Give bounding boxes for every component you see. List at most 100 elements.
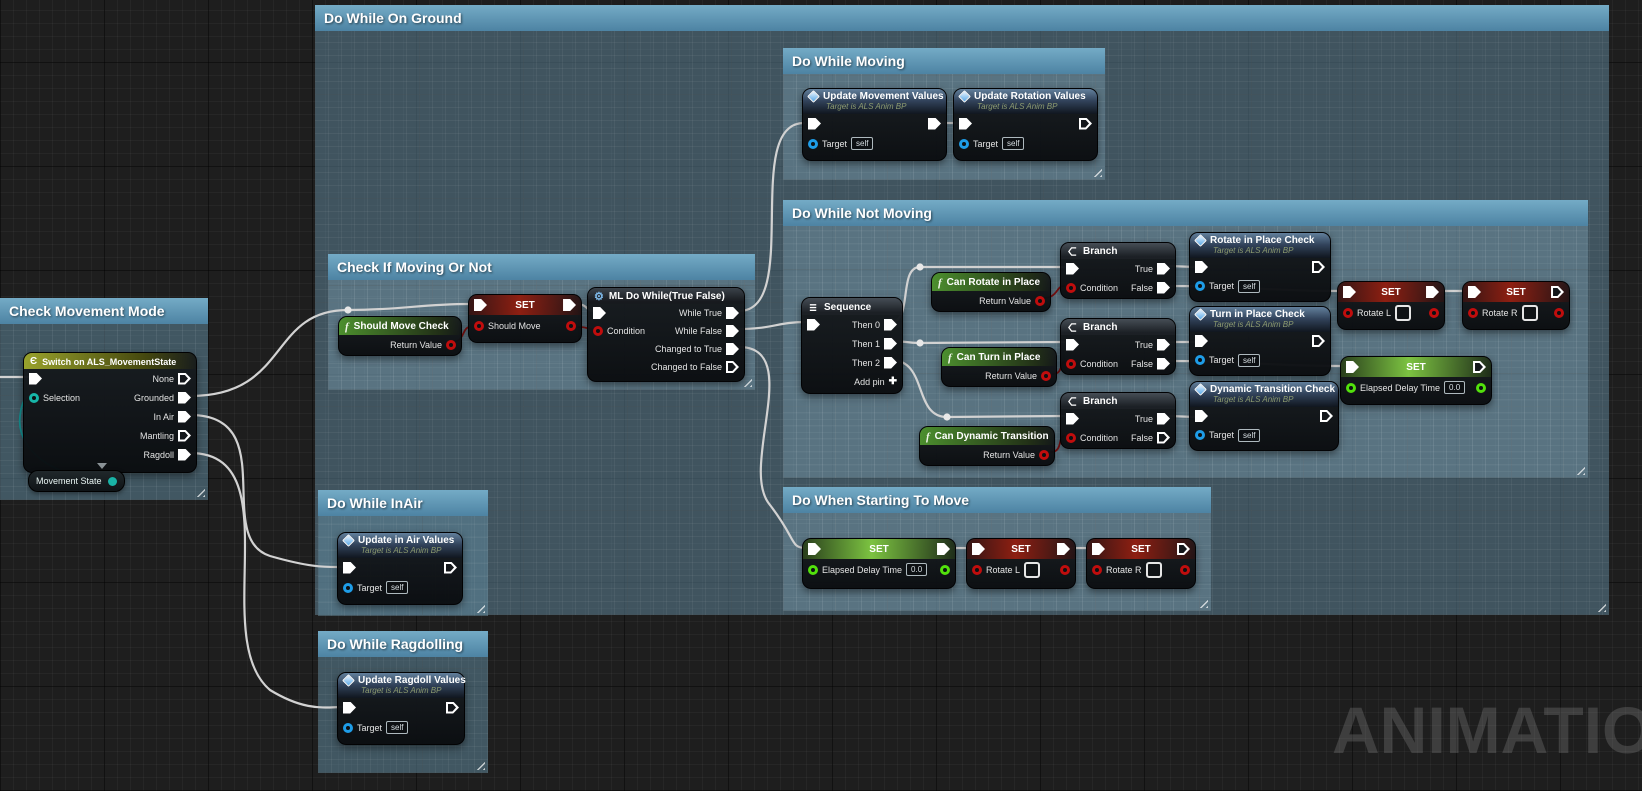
pin-movement-state-out[interactable] bbox=[107, 476, 117, 486]
exec-in-pin[interactable] bbox=[807, 318, 820, 331]
exec-in-pin[interactable] bbox=[593, 307, 606, 319]
pin-rotate-r-in[interactable] bbox=[1092, 564, 1102, 575]
pin-target[interactable] bbox=[343, 582, 353, 593]
rotate-r-checkbox[interactable] bbox=[1521, 304, 1538, 321]
exec-out-pin[interactable] bbox=[1320, 410, 1333, 422]
node-should-move-check[interactable]: f Should Move Check Return Value bbox=[338, 316, 462, 356]
node-turn-in-place-check[interactable]: Turn in Place Check Target is ALS Anim BP… bbox=[1189, 306, 1331, 376]
exec-out-false-pin[interactable] bbox=[1157, 431, 1170, 444]
exec-out-false-pin[interactable] bbox=[1157, 357, 1170, 370]
comment-header[interactable]: Do While Moving bbox=[783, 48, 1105, 74]
pin-target[interactable] bbox=[1195, 281, 1205, 291]
exec-out-then1-pin[interactable] bbox=[884, 337, 897, 350]
exec-out-pin[interactable] bbox=[1312, 335, 1325, 347]
exec-in-pin[interactable] bbox=[474, 299, 487, 311]
node-set-elapsed-delay-time-top[interactable]: SET Elapsed Delay Time 0.0 bbox=[1340, 356, 1492, 405]
pin-should-move-out[interactable] bbox=[566, 320, 576, 331]
target-value-box[interactable]: self bbox=[386, 721, 409, 734]
elapsed-value-box[interactable]: 0.0 bbox=[1444, 381, 1466, 394]
pin-selection[interactable] bbox=[29, 392, 39, 403]
exec-out-grounded-pin[interactable] bbox=[178, 391, 191, 404]
pin-elapsed-in[interactable] bbox=[808, 564, 818, 575]
node-can-rotate-in-place[interactable]: f Can Rotate in Place Return Value bbox=[931, 272, 1051, 312]
pin-condition[interactable] bbox=[593, 326, 603, 336]
node-rotate-in-place-check[interactable]: Rotate in Place Check Target is ALS Anim … bbox=[1189, 232, 1331, 302]
pin-target[interactable] bbox=[959, 138, 969, 149]
exec-in-pin[interactable] bbox=[1195, 261, 1208, 273]
exec-in-pin[interactable] bbox=[343, 701, 356, 714]
pin-return-value[interactable] bbox=[446, 339, 456, 350]
exec-in-pin[interactable] bbox=[1195, 335, 1208, 347]
comment-header[interactable]: Do When Starting To Move bbox=[783, 487, 1211, 513]
pin-rotate-r-out[interactable] bbox=[1554, 307, 1564, 318]
exec-in-pin[interactable] bbox=[1066, 338, 1079, 351]
node-update-movement-values[interactable]: Update Movement Values Target is ALS Anim… bbox=[802, 88, 947, 161]
exec-in-pin[interactable] bbox=[1066, 412, 1079, 425]
pin-rotate-r-in[interactable] bbox=[1468, 307, 1478, 318]
exec-in-pin[interactable] bbox=[29, 372, 42, 385]
exec-out-ragdoll-pin[interactable] bbox=[178, 448, 191, 461]
rotate-l-checkbox[interactable] bbox=[1395, 304, 1412, 321]
exec-out-true-pin[interactable] bbox=[1157, 412, 1170, 425]
exec-in-pin[interactable] bbox=[808, 543, 821, 555]
comment-header[interactable]: Check Movement Mode bbox=[0, 298, 208, 324]
exec-in-pin[interactable] bbox=[959, 117, 972, 130]
exec-out-pin[interactable] bbox=[444, 561, 457, 574]
node-can-dynamic-transition[interactable]: f Can Dynamic Transition Return Value bbox=[919, 426, 1055, 466]
pin-condition[interactable] bbox=[1066, 282, 1076, 293]
exec-out-pin[interactable] bbox=[937, 543, 951, 555]
exec-out-true-pin[interactable] bbox=[1157, 262, 1170, 275]
exec-in-pin[interactable] bbox=[343, 561, 356, 574]
node-dynamic-transition-check[interactable]: Dynamic Transition Check Target is ALS An… bbox=[1189, 381, 1339, 451]
node-sequence[interactable]: Sequence Then 0 Then 1 Then 2 Add pin ✚ bbox=[801, 297, 903, 394]
node-set-rotate-r-top[interactable]: SET Rotate R bbox=[1462, 281, 1570, 330]
pin-rotate-l-out[interactable] bbox=[1429, 307, 1439, 318]
node-branch-turn[interactable]: Branch True Condition False bbox=[1060, 318, 1176, 375]
pin-elapsed-out[interactable] bbox=[1476, 382, 1486, 393]
target-value-box[interactable]: self bbox=[1238, 279, 1261, 293]
node-switch-on-als-movementstate[interactable]: Є Switch on ALS_MovementState None Select… bbox=[23, 352, 197, 473]
exec-out-pin[interactable] bbox=[1473, 361, 1487, 373]
exec-out-pin[interactable] bbox=[1057, 543, 1071, 555]
node-movement-state-variable[interactable]: Movement State bbox=[28, 470, 125, 492]
target-value-box[interactable]: self bbox=[851, 137, 874, 150]
exec-in-pin[interactable] bbox=[972, 543, 985, 555]
exec-out-changed-to-true-pin[interactable] bbox=[726, 343, 739, 355]
add-pin-button[interactable]: ✚ bbox=[888, 376, 897, 387]
exec-out-while-true-pin[interactable] bbox=[726, 307, 739, 319]
exec-out-mantling-pin[interactable] bbox=[178, 429, 191, 442]
pin-rotate-l-in[interactable] bbox=[1343, 307, 1353, 318]
exec-out-false-pin[interactable] bbox=[1157, 281, 1170, 294]
node-set-elapsed-delay-time-bottom[interactable]: SET Elapsed Delay Time 0.0 bbox=[802, 538, 956, 589]
exec-out-pin[interactable] bbox=[1177, 543, 1191, 555]
target-value-box[interactable]: self bbox=[1002, 137, 1025, 150]
comment-header[interactable]: Do While Not Moving bbox=[783, 200, 1588, 226]
rotate-l-checkbox[interactable] bbox=[1024, 561, 1041, 578]
node-set-rotate-l-top[interactable]: SET Rotate L bbox=[1337, 281, 1445, 330]
node-set-rotate-r-bottom[interactable]: SET Rotate R bbox=[1086, 538, 1196, 589]
pin-rotate-l-in[interactable] bbox=[972, 564, 982, 575]
target-value-box[interactable]: self bbox=[386, 581, 409, 594]
node-can-turn-in-place[interactable]: f Can Turn in Place Return Value bbox=[941, 347, 1057, 387]
rotate-r-checkbox[interactable] bbox=[1145, 561, 1162, 578]
exec-out-in-air-pin[interactable] bbox=[178, 410, 191, 423]
pin-elapsed-in[interactable] bbox=[1346, 382, 1356, 393]
pin-return-value[interactable] bbox=[1039, 449, 1049, 460]
exec-out-changed-to-false-pin[interactable] bbox=[726, 361, 739, 373]
pin-return-value[interactable] bbox=[1041, 370, 1051, 381]
exec-out-pin[interactable] bbox=[446, 701, 459, 714]
exec-out-pin[interactable] bbox=[1426, 286, 1440, 298]
target-value-box[interactable]: self bbox=[1238, 428, 1261, 442]
exec-in-pin[interactable] bbox=[1066, 262, 1079, 275]
exec-out-while-false-pin[interactable] bbox=[726, 325, 739, 337]
exec-in-pin[interactable] bbox=[1343, 286, 1356, 298]
comment-header[interactable]: Check If Moving Or Not bbox=[328, 254, 755, 280]
exec-out-then0-pin[interactable] bbox=[884, 318, 897, 331]
comment-header[interactable]: Do While InAir bbox=[318, 490, 488, 516]
exec-out-pin[interactable] bbox=[1312, 261, 1325, 273]
node-set-rotate-l-bottom[interactable]: SET Rotate L bbox=[966, 538, 1076, 589]
pin-rotate-l-out[interactable] bbox=[1060, 564, 1070, 575]
comment-header[interactable]: Do While On Ground bbox=[315, 5, 1609, 31]
node-set-should-move[interactable]: SET Should Move bbox=[468, 294, 582, 343]
exec-out-true-pin[interactable] bbox=[1157, 338, 1170, 351]
